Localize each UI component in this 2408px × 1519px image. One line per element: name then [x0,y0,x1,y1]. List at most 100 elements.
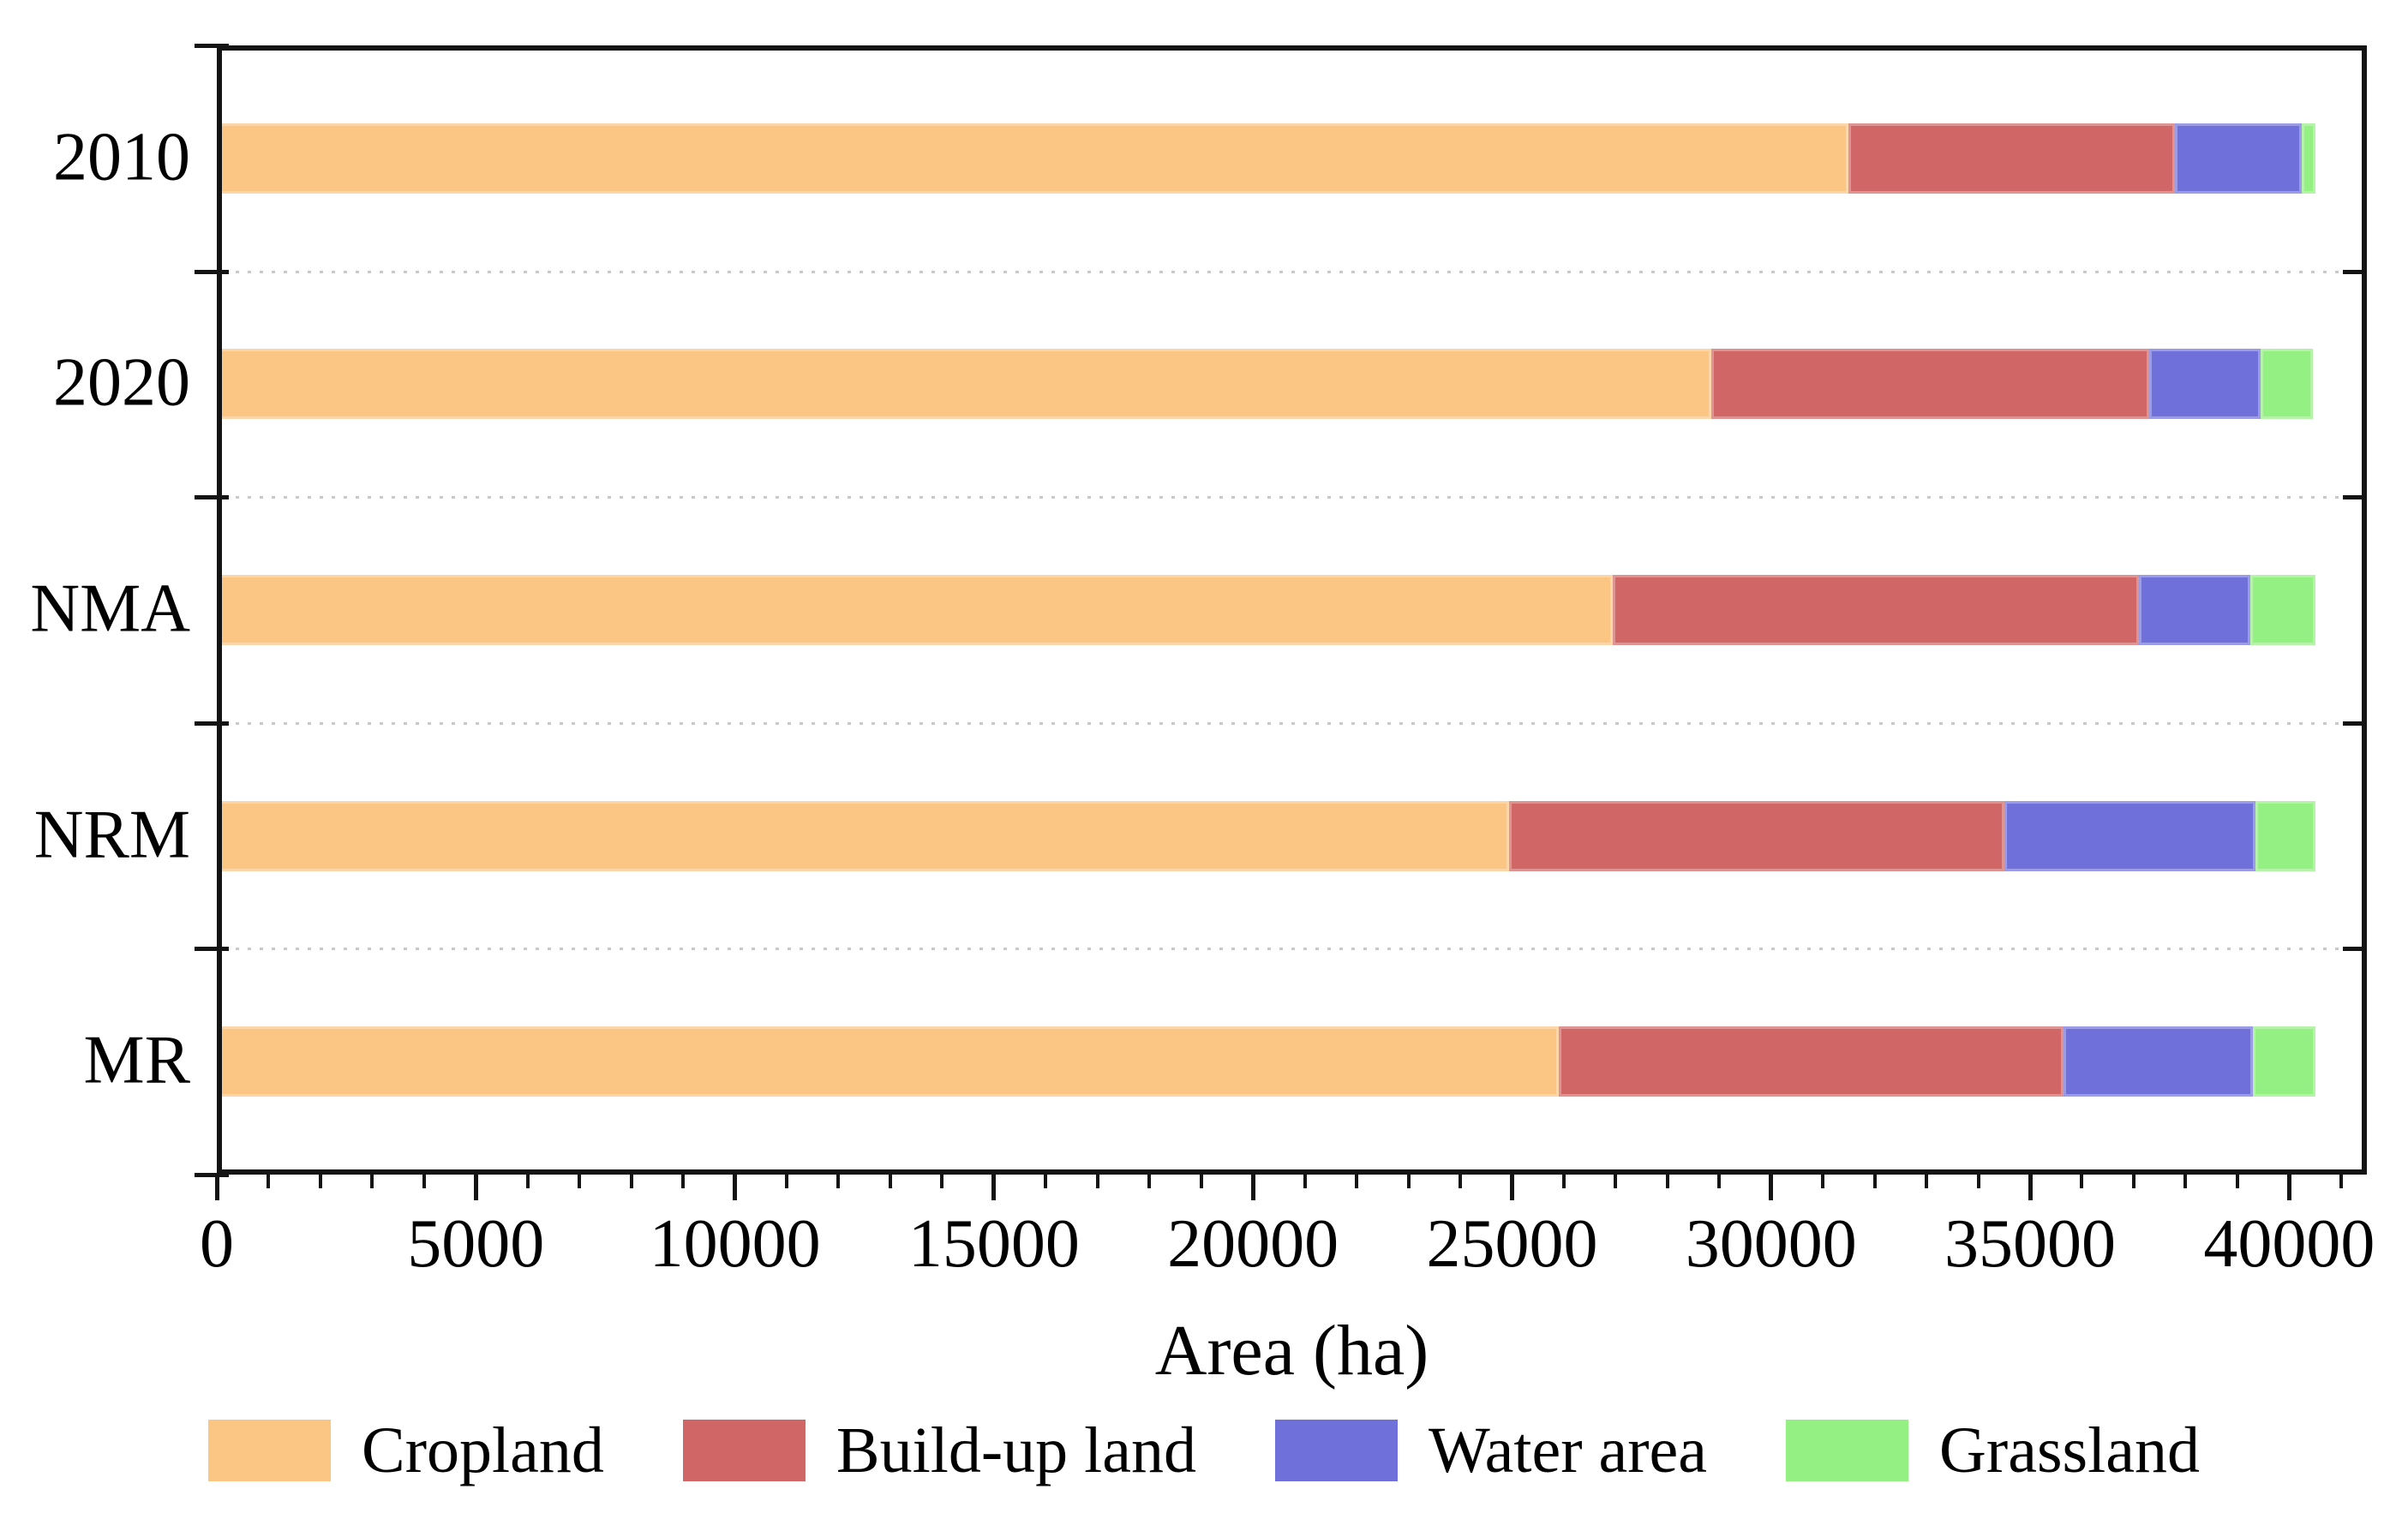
x-axis-minor-tick [1355,1175,1359,1188]
x-axis-major-tick [2028,1175,2033,1200]
x-axis-minor-tick [578,1175,582,1188]
x-tick-label: 5000 [407,1206,545,1282]
right-axis-tick [2343,495,2362,500]
bar-nrm-segment-water-area [2004,800,2255,871]
x-axis-minor-tick [267,1175,271,1188]
bar-2020-segment-grassland [2261,349,2313,420]
x-axis-minor-tick [785,1175,789,1188]
x-axis-minor-tick [318,1175,322,1188]
bar-nrm-segment-grassland [2255,800,2315,871]
bar-2010-segment-water-area [2175,123,2303,194]
x-axis-minor-tick [1821,1175,1825,1188]
x-axis-minor-tick [1095,1175,1099,1188]
x-tick-label: 15000 [907,1206,1080,1282]
y-axis-tick [195,721,229,726]
bar-nma-segment-water-area [2138,575,2250,645]
category-gridline [224,721,2360,725]
x-axis-minor-tick [1147,1175,1152,1188]
right-axis-tick [2343,269,2362,274]
x-tick-label: 35000 [1944,1206,2117,1282]
legend-label: Cropland [362,1414,604,1486]
legend-item-build-up-land: Build-up land [682,1418,1196,1483]
x-axis-minor-tick [1458,1175,1462,1188]
x-axis-minor-tick [370,1175,374,1188]
bar-nma-segment-cropland [217,575,1614,645]
bar-nrm-segment-cropland [217,800,1510,871]
y-axis-tick [195,947,229,952]
x-axis-minor-tick [2080,1175,2084,1188]
bar-2010-segment-cropland [217,123,1849,194]
x-axis-minor-tick [1976,1175,1980,1188]
x-axis-minor-tick [2131,1175,2135,1188]
x-tick-label: 0 [200,1206,234,1282]
x-axis-minor-tick [1406,1175,1411,1188]
x-axis-minor-tick [836,1175,841,1188]
legend-label: Grassland [1939,1414,2200,1486]
legend-item-grassland: Grassland [1786,1418,2200,1483]
y-axis-tick [195,1173,229,1177]
bar-nma-segment-grassland [2249,575,2315,645]
bar-2020-segment-build-up-land [1711,349,2150,420]
bar-mr-segment-water-area [2064,1026,2253,1097]
x-axis-minor-tick [1044,1175,1048,1188]
bar-mr-segment-cropland [217,1026,1559,1097]
x-tick-label: 10000 [649,1206,821,1282]
y-axis-tick [195,495,229,500]
x-axis-minor-tick [1925,1175,1929,1188]
bar-mr-segment-grassland [2252,1026,2315,1097]
x-axis-major-tick [473,1175,478,1200]
x-axis-major-tick [1509,1175,1514,1200]
x-axis-minor-tick [1199,1175,1203,1188]
x-axis-minor-tick [629,1175,633,1188]
legend-item-water-area: Water area [1274,1414,1708,1486]
y-category-label: NRM [33,796,190,872]
x-axis-major-tick [214,1175,219,1200]
x-axis-minor-tick [1614,1175,1618,1188]
y-axis-tick [195,269,229,274]
x-tick-label: 30000 [1685,1206,1857,1282]
x-axis-minor-tick [1872,1175,1877,1188]
bar-2020-segment-cropland [217,349,1712,420]
x-axis-minor-tick [940,1175,944,1188]
x-tick-label: 40000 [2203,1206,2375,1282]
x-axis-minor-tick [1717,1175,1722,1188]
bar-mr-segment-build-up-land [1558,1026,2064,1097]
legend-swatch-grassland [1786,1420,1909,1481]
y-category-label: 2010 [53,119,190,195]
x-axis-major-tick [991,1175,997,1200]
x-axis-minor-tick [1303,1175,1307,1188]
x-axis-minor-tick [1665,1175,1669,1188]
x-axis-major-tick [1769,1175,1774,1200]
x-tick-label: 20000 [1167,1206,1339,1282]
legend-swatch-water-area [1274,1420,1398,1481]
x-axis-major-tick [1250,1175,1255,1200]
x-axis-major-tick [2286,1175,2291,1200]
x-axis-title: Area (ha) [1154,1311,1429,1390]
y-category-label: 2020 [53,344,190,421]
x-axis-minor-tick [525,1175,530,1188]
legend-swatch-build-up-land [682,1420,806,1481]
legend-item-cropland: Cropland [208,1418,604,1483]
x-axis-minor-tick [422,1175,426,1188]
x-axis-minor-tick [2235,1175,2239,1188]
legend-swatch-cropland [208,1420,332,1481]
y-category-label: NMA [30,571,190,647]
bar-2010-segment-build-up-land [1848,123,2176,194]
category-gridline [224,496,2360,499]
x-tick-label: 25000 [1426,1206,1598,1282]
right-axis-tick [2343,947,2362,952]
bar-2010-segment-grassland [2302,123,2315,194]
bar-nrm-segment-build-up-land [1509,800,2004,871]
category-gridline [224,948,2360,951]
x-axis-minor-tick [2183,1175,2188,1188]
bar-nma-segment-build-up-land [1613,575,2139,645]
legend-label: Water area [1428,1414,1708,1486]
x-axis-minor-tick [2339,1175,2343,1188]
